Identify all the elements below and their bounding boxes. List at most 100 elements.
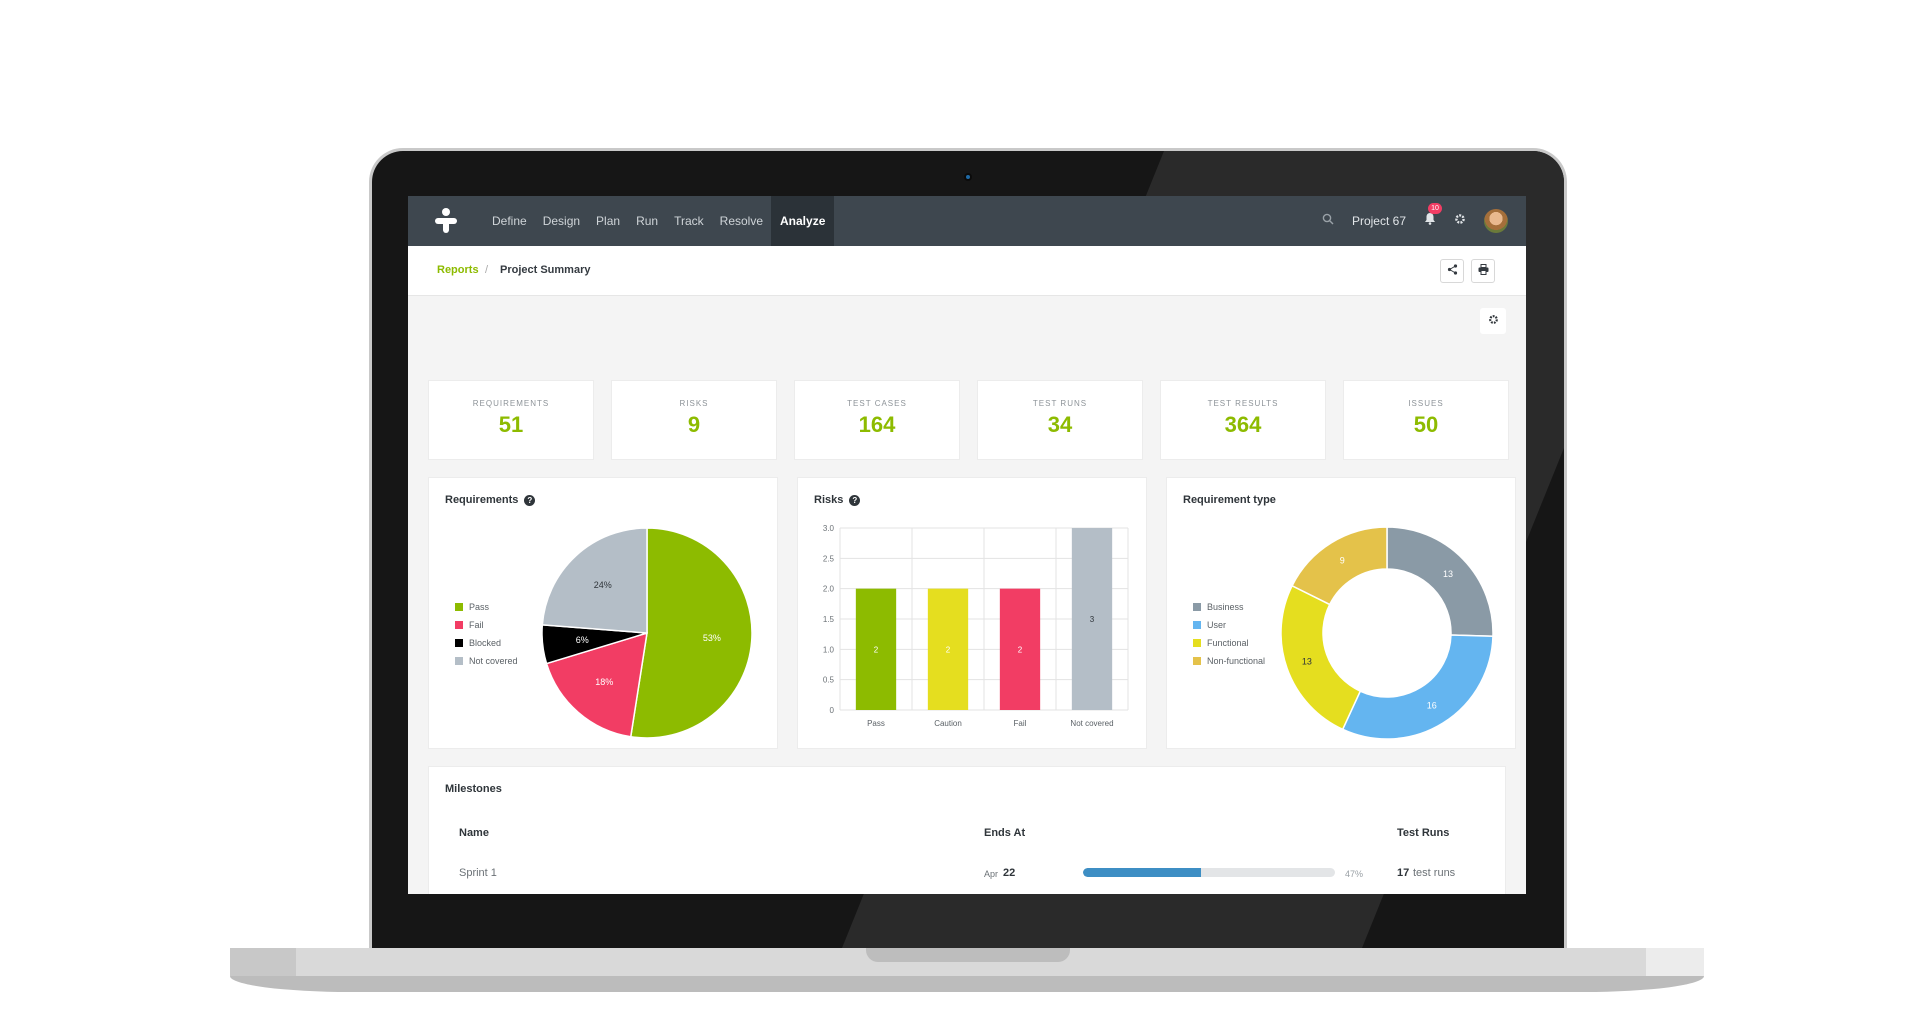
risks-title: Risks [814,494,844,506]
milestones-title: Milestones [445,783,502,795]
nav-design[interactable]: Design [542,214,581,228]
milestone-progress-fill [1083,868,1202,877]
print-button[interactable] [1471,259,1495,283]
legend-item[interactable]: Non-functional [1193,652,1265,670]
nav-right-tools: Project 67 10 [1322,196,1508,246]
help-icon[interactable]: ? [849,494,861,506]
card-title: Requirements ? [445,494,536,506]
nav-analyze[interactable]: Analyze [771,196,835,246]
donut-slice[interactable] [1341,634,1494,740]
stat-value: 50 [1413,412,1439,437]
gear-icon [1488,312,1499,330]
milestone-runs-count[interactable]: 17 [1397,867,1410,879]
pie-slice[interactable] [541,527,648,634]
y-tick-label: 0.5 [823,676,835,685]
legend-item[interactable]: Business [1193,598,1265,616]
donut-slice[interactable] [1291,526,1388,606]
bar[interactable] [927,588,969,710]
pie-slice[interactable] [545,631,648,738]
stat-issues[interactable]: ISSUES 50 [1343,380,1509,460]
donut-slice-label: 13 [1302,656,1312,666]
requirement-type-card: Requirement type Business User Functiona… [1166,477,1516,749]
stat-requirements[interactable]: REQUIREMENTS 51 [428,380,594,460]
legend-item[interactable]: Fail [455,616,518,634]
stat-label: RISKS [679,399,709,408]
milestone-end-month: Apr [984,869,999,879]
stat-risks[interactable]: RISKS 9 [611,380,777,460]
column-header-name[interactable]: Name [459,827,489,839]
print-icon [1478,262,1489,280]
nav-track[interactable]: Track [674,214,704,228]
stat-value: 364 [1224,412,1262,437]
breadcrumb-reports-link[interactable]: Reports [437,264,479,276]
pie-slice-label: 24% [594,580,612,590]
requirements-pie-chart: 53% 18% 6% 24% [541,527,753,739]
share-button[interactable] [1440,259,1464,283]
legend-item[interactable]: Pass [455,598,518,616]
card-title: Risks ? [814,494,861,506]
stat-value: 51 [498,412,524,437]
stat-label: TEST RESULTS [1207,399,1279,408]
legend-swatch [455,657,463,665]
stat-label: ISSUES [1408,399,1444,408]
card-title: Requirement type [1183,494,1276,506]
legend-swatch [1193,657,1201,665]
gear-icon[interactable] [1454,212,1466,230]
bell-icon[interactable]: 10 [1424,203,1442,230]
search-icon[interactable] [1322,212,1334,230]
legend-item[interactable]: User [1193,616,1265,634]
bar-value-label: 2 [874,645,879,654]
y-tick-label: 0 [830,706,835,715]
risks-card: Risks ? 0 0.5 1.0 1.5 2.0 2.5 3.0 2 Pass 2 Caution… [797,477,1147,749]
breadcrumb-separator: / [485,264,489,276]
laptop-notch [866,948,1070,962]
donut-slice[interactable] [1280,584,1362,731]
column-header-ends-at[interactable]: Ends At [984,827,1026,839]
logo-icon[interactable] [408,196,484,246]
legend-item[interactable]: Blocked [455,634,518,652]
donut-slice-label: 9 [1340,556,1345,566]
y-tick-label: 3.0 [823,524,835,533]
requirements-legend: Pass Fail Blocked Not covered [455,598,518,670]
legend-swatch [1193,639,1201,647]
bar[interactable] [999,588,1041,710]
y-tick-label: 1.5 [823,615,835,624]
nav-define[interactable]: Define [492,214,527,228]
nav-resolve[interactable]: Resolve [719,214,764,228]
y-tick-label: 2.5 [823,554,835,563]
donut-slice-label: 16 [1427,700,1437,710]
pie-slice-label: 18% [595,677,613,687]
project-selector[interactable]: Project 67 [1351,214,1406,228]
donut-slice[interactable] [1386,526,1494,638]
laptop-base-edge-left [230,948,296,976]
legend-label: User [1207,620,1227,630]
y-tick-label: 1.0 [823,645,835,654]
legend-label: Pass [469,602,490,612]
stat-value: 34 [1047,412,1073,437]
dashboard-settings-button[interactable] [1480,308,1506,334]
share-icon [1447,262,1458,280]
bar[interactable] [855,588,897,710]
stat-test-runs[interactable]: TEST RUNS 34 [977,380,1143,460]
stat-test-cases[interactable]: TEST CASES 164 [794,380,960,460]
nav-run[interactable]: Run [636,214,659,228]
milestone-name[interactable]: Sprint 1 [459,867,497,879]
risks-bar-chart: 0 0.5 1.0 1.5 2.0 2.5 3.0 2 Pass 2 Caution 2 Fail 3 No… [823,524,1129,728]
pie-slice[interactable] [629,527,753,739]
legend-label: Functional [1207,638,1249,648]
legend-swatch [455,639,463,647]
bar[interactable] [1071,528,1113,710]
pie-slice-label: 6% [576,635,589,645]
bar-value-label: 3 [1090,615,1095,624]
stat-test-results[interactable]: TEST RESULTS 364 [1160,380,1326,460]
column-header-test-runs[interactable]: Test Runs [1397,827,1450,839]
y-tick-label: 2.0 [823,585,835,594]
legend-label: Business [1207,602,1244,612]
legend-item[interactable]: Not covered [455,652,518,670]
notification-badge: 10 [1428,203,1442,214]
nav-plan[interactable]: Plan [596,214,621,228]
legend-item[interactable]: Functional [1193,634,1265,652]
help-icon[interactable]: ? [524,494,536,506]
legend-swatch [455,621,463,629]
avatar[interactable] [1484,209,1508,233]
